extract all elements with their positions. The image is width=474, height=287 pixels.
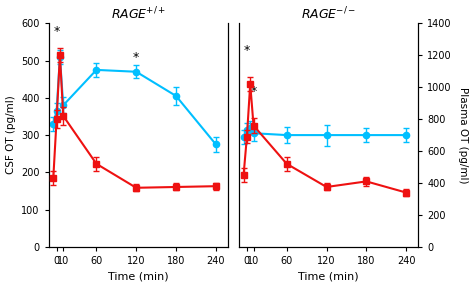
Y-axis label: CSF OT (pg/ml): CSF OT (pg/ml) xyxy=(6,96,16,174)
X-axis label: Time (min): Time (min) xyxy=(108,272,169,282)
X-axis label: Time (min): Time (min) xyxy=(298,272,359,282)
Text: *: * xyxy=(250,85,256,98)
Text: *: * xyxy=(244,44,250,57)
Text: *: * xyxy=(57,51,63,64)
Text: *: * xyxy=(133,51,139,64)
Y-axis label: Plasma OT (pg/ml): Plasma OT (pg/ml) xyxy=(458,87,468,183)
Title: $\mathit{RAGE}$$^{+/+}$: $\mathit{RAGE}$$^{+/+}$ xyxy=(110,5,166,22)
Text: *: * xyxy=(54,25,60,38)
Title: $\mathit{RAGE}$$^{-/-}$: $\mathit{RAGE}$$^{-/-}$ xyxy=(301,5,356,22)
